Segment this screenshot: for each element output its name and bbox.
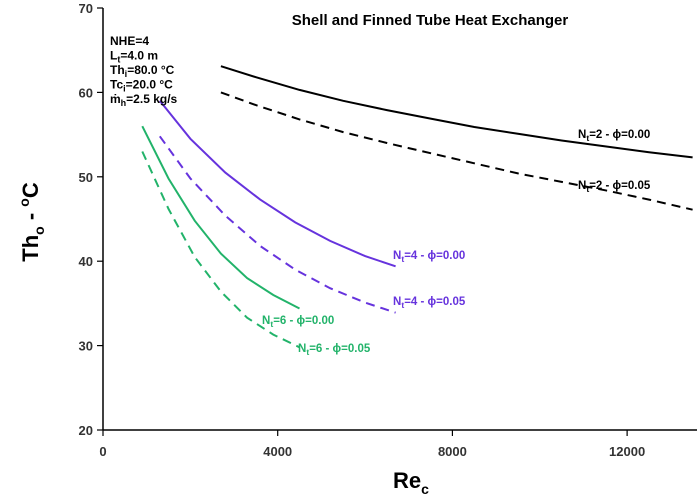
x-axis-label: Rec — [393, 468, 429, 497]
axes — [102, 8, 697, 431]
series-line — [141, 151, 300, 349]
y-axis-label: Tho - oC — [16, 182, 47, 262]
annotation-line: NHE=4 — [110, 34, 149, 48]
series-layer — [141, 65, 693, 349]
series-line — [158, 135, 396, 314]
x-tick-label: 12000 — [609, 444, 645, 459]
series-label: Nt=2 - ϕ=0.00 — [578, 129, 650, 143]
series-labels: Nt=2 - ϕ=0.00 Nt=2 - ϕ=0.05 Nt=4 - ϕ=0.00 N… — [262, 129, 651, 357]
y-tick-label: 70 — [79, 1, 93, 16]
x-tick-label: 0 — [99, 444, 106, 459]
y-tick-label: 30 — [79, 339, 93, 354]
axis-ticks: 20 30 40 50 60 70 0 4000 8000 12000 — [79, 1, 646, 459]
x-tick-label: 4000 — [263, 444, 292, 459]
y-tick-label: 40 — [79, 254, 93, 269]
chart-title: Shell and Finned Tube Heat Exchanger — [292, 12, 569, 29]
series-line — [159, 100, 396, 268]
annotation-line: Thi=80.0 °C — [110, 63, 175, 79]
series-label: Nt=2 - ϕ=0.05 — [578, 180, 651, 194]
series-line — [220, 91, 693, 211]
y-tick-label: 50 — [79, 170, 93, 185]
annotation-line: Lt=4.0 m — [110, 49, 158, 65]
series-label: Nt=6 - ϕ=0.05 — [298, 343, 371, 357]
annotation-line: ṁh=2.5 kg/s — [110, 92, 178, 108]
y-tick-label: 20 — [79, 423, 93, 438]
series-line — [141, 125, 300, 310]
series-label: Nt=6 - ϕ=0.00 — [262, 315, 334, 329]
y-tick-label: 60 — [79, 85, 93, 100]
series-label: Nt=4 - ϕ=0.00 — [393, 250, 465, 264]
x-tick-label: 8000 — [438, 444, 467, 459]
series-label: Nt=4 - ϕ=0.05 — [393, 296, 466, 310]
series-line — [220, 65, 693, 159]
annotation-line: Tci=20.0 °C — [110, 78, 173, 94]
